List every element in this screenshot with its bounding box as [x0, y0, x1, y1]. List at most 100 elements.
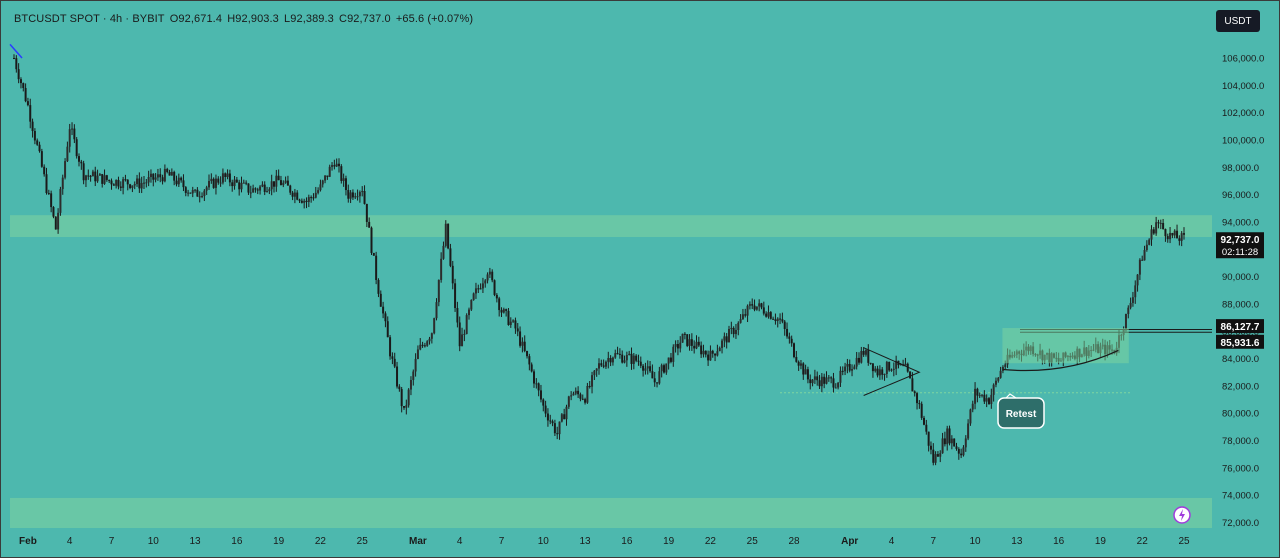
candle-body [806, 369, 809, 380]
candle-body [247, 183, 250, 193]
candle-body [303, 200, 306, 203]
candle-body [788, 336, 791, 339]
candle-body [375, 255, 378, 280]
candle-body [389, 337, 392, 357]
candle-body [240, 182, 243, 190]
candle-body [732, 327, 735, 335]
candle-body [493, 280, 496, 295]
x-tick-label: 10 [148, 536, 160, 547]
candle-body [839, 370, 842, 383]
candle-body [519, 331, 522, 346]
candle-body [581, 398, 584, 400]
candle-body [156, 174, 159, 178]
candle-body [844, 366, 847, 372]
candle-body [537, 383, 540, 391]
candle-body [472, 293, 475, 300]
candle-body [676, 344, 679, 349]
candle-body [245, 182, 248, 184]
candle-body [242, 182, 245, 184]
candle-body [688, 339, 691, 346]
candle-body [50, 193, 53, 208]
level-label-lower: 85,931.6 [1221, 338, 1260, 349]
candle-body [416, 349, 419, 359]
candle-body [430, 333, 433, 339]
candle-body [52, 207, 55, 217]
candle-body [80, 161, 83, 164]
candle-body [54, 216, 57, 230]
candle-body [967, 423, 970, 439]
candle-body [586, 385, 589, 403]
candle-body [87, 175, 90, 177]
candle-body [916, 393, 919, 404]
candle-body [983, 394, 986, 402]
candle-body [827, 377, 830, 379]
candle-body [1159, 222, 1162, 224]
candle-body [214, 178, 217, 188]
candle-body [33, 131, 36, 141]
candle-body [679, 342, 682, 349]
candle-body [198, 196, 201, 198]
candle-body [526, 350, 529, 357]
candle-body [340, 166, 343, 181]
candle-body [444, 223, 447, 246]
candle-body [26, 101, 29, 106]
rounded-bottom-curve [1002, 349, 1119, 372]
candle-body [217, 178, 220, 183]
candle-body [502, 309, 505, 313]
candle-body [786, 328, 789, 337]
candle-body [47, 193, 50, 195]
candle-body [133, 184, 136, 186]
candle-body [349, 192, 352, 199]
candle-body [832, 378, 835, 388]
y-tick-label: 104,000.0 [1222, 81, 1264, 92]
candle-body [468, 309, 470, 316]
candle-body [479, 288, 482, 290]
candle-body [29, 105, 32, 122]
trendline-start [9, 43, 23, 59]
candle-body [964, 438, 967, 448]
candle-body [238, 182, 241, 190]
candle-body [923, 417, 925, 425]
candle-body [584, 399, 587, 403]
candle-body [78, 156, 80, 162]
candle-body [669, 357, 672, 362]
candle-body [667, 357, 670, 364]
candle-body [881, 369, 884, 375]
candle-body [98, 174, 101, 176]
candle-body [577, 390, 580, 395]
candle-body [1152, 229, 1155, 234]
candle-body [84, 175, 87, 181]
high-value: H92,903.3 [227, 13, 279, 25]
currency-badge[interactable]: USDT [1216, 10, 1260, 32]
candle-body [848, 363, 851, 371]
candle-body [1004, 364, 1007, 367]
candle-body [781, 319, 784, 322]
candle-body [704, 350, 707, 355]
candle-body [758, 303, 761, 307]
y-tick-label: 96,000.0 [1222, 190, 1259, 201]
candle-body [539, 390, 542, 400]
candle-body [709, 350, 712, 361]
candle-body [1136, 274, 1139, 286]
candle-body [927, 431, 930, 446]
candle-body [205, 187, 208, 191]
lightning-icon[interactable] [1173, 506, 1191, 524]
candle-body [414, 358, 417, 372]
candle-body [440, 258, 443, 280]
candle-body [941, 438, 944, 454]
last-price-label: 92,737.0 [1221, 235, 1260, 246]
candle-body [946, 428, 949, 445]
candle-body [618, 353, 621, 355]
candle-body [1134, 285, 1137, 298]
candle-body [342, 178, 345, 181]
candle-body [196, 189, 199, 197]
candle-body [124, 179, 127, 181]
candle-body [194, 189, 197, 191]
candle-body [284, 180, 287, 183]
candle-body [112, 184, 115, 186]
candle-body [289, 185, 292, 193]
candle-body [802, 363, 805, 375]
candle-body [686, 334, 689, 346]
candle-body [918, 403, 921, 405]
